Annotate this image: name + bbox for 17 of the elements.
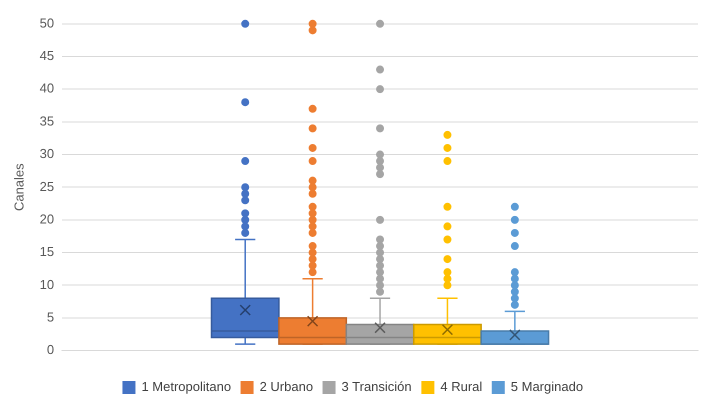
legend-label: 1 Metropolitano <box>141 379 232 394</box>
legend-label: 2 Urbano <box>260 379 314 394</box>
y-tick-label: 10 <box>40 276 54 292</box>
y-tick-label: 25 <box>40 178 54 194</box>
legend-label: 3 Transición <box>342 379 412 394</box>
y-tick-label: 0 <box>46 342 54 358</box>
y-tick-label: 50 <box>40 15 54 30</box>
y-tick-label: 20 <box>40 211 54 226</box>
legend-label: 5 Marginado <box>510 379 584 394</box>
y-tick-label: 40 <box>40 80 54 96</box>
y-tick-label: 5 <box>46 310 54 324</box>
y-axis-title: Canales <box>11 162 26 212</box>
y-tick-label: 45 <box>40 48 54 64</box>
y-tick-label: 15 <box>40 244 54 260</box>
y-tick-label: 35 <box>40 113 54 128</box>
y-tick-label: 30 <box>40 146 54 162</box>
legend-label: 4 Rural <box>440 379 482 394</box>
